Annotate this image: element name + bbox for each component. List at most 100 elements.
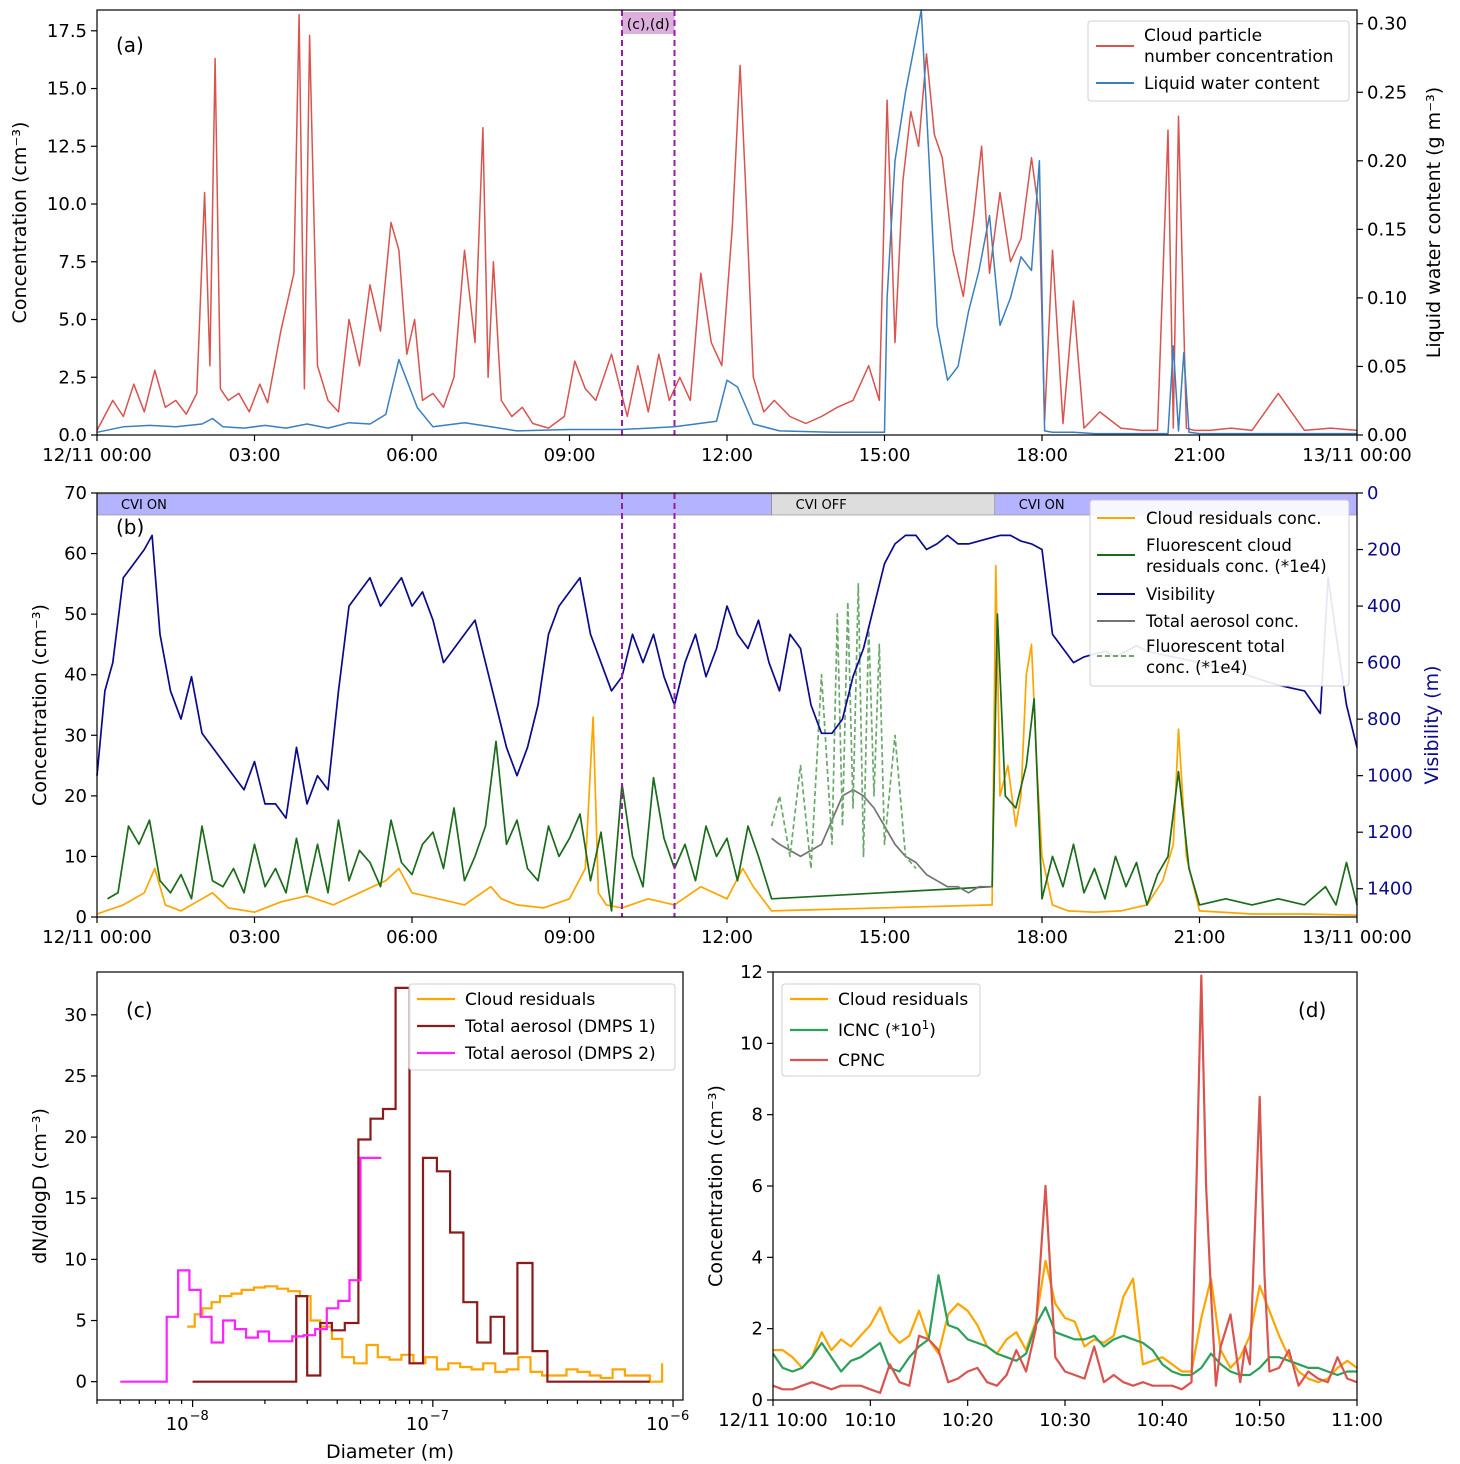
y2-axis-tick-label: 1200	[1367, 822, 1413, 843]
x-axis-tick-label: 15:00	[859, 445, 911, 466]
legend-label: Total aerosol conc.	[1145, 612, 1299, 631]
legend-label: Cloud residuals	[838, 990, 968, 1010]
y-axis-tick-label: 50	[64, 604, 87, 625]
legend-label: Liquid water content	[1144, 74, 1320, 94]
x-axis-tick-label: 06:00	[386, 445, 438, 466]
y2-axis-tick-label: 400	[1367, 596, 1401, 617]
y-axis-label: dN/dlogD (cm⁻³)	[29, 1108, 51, 1264]
y2-axis-tick-label: 0.10	[1367, 288, 1407, 309]
y-axis-tick-label: 60	[64, 544, 87, 565]
y2-axis-tick-label: 600	[1367, 653, 1401, 674]
legend-label: Cloud particle	[1144, 26, 1262, 46]
series-line	[772, 1274, 1357, 1377]
y-axis-tick-label: 0	[76, 907, 87, 928]
y-axis-tick-label: 15.0	[47, 79, 87, 100]
y-axis-tick-label: 0.0	[58, 425, 87, 446]
y-axis-label: Concentration (cm⁻³)	[29, 604, 51, 806]
y-axis-tick-label: 15	[64, 1188, 87, 1209]
legend-label: Cloud residuals conc.	[1146, 509, 1322, 528]
y-axis-tick-label: 20	[64, 1127, 87, 1148]
x-axis-tick-label: 11:00	[1331, 1410, 1383, 1431]
y-axis-tick-label: 17.5	[47, 21, 87, 42]
axes-frame	[96, 971, 684, 1401]
x-axis-tick-label: 12/11 00:00	[42, 445, 151, 466]
y2-axis-tick-label: 0.00	[1367, 425, 1407, 446]
y-axis-tick-label: 7.5	[58, 252, 87, 273]
legend-label: conc. (*1e4)	[1146, 658, 1247, 677]
y2-axis-tick-label: 800	[1367, 709, 1401, 730]
x-axis-tick-label: 12/11 00:00	[42, 927, 151, 948]
legend-label-superscript: 1	[922, 1018, 930, 1032]
panel-a: (c),(d) 0.0 2.5 5.0 7.5 10.0 12.5 15.0 17.5 0.00 0…	[9, 9, 1445, 466]
panel-label: (b)	[116, 515, 144, 539]
panel-label: (a)	[116, 33, 144, 57]
x-axis-tick-label: 06:00	[386, 927, 438, 948]
cvi-band-label: CVI ON	[1019, 498, 1065, 513]
y-axis-tick-label: 5	[76, 1311, 87, 1332]
panel-d: 0 2 4 6 8 10 12 12/11 10:00 10:10 10:20 10:30 10:40…	[705, 962, 1383, 1431]
x-axis-tick-label: 21:00	[1174, 445, 1226, 466]
x-axis-tick-exp: −7	[430, 1409, 449, 1424]
y2-axis-tick-label: 0.15	[1367, 219, 1407, 240]
y-axis-label: Concentration (cm⁻³)	[705, 1085, 727, 1287]
y-axis-tick-label: 30	[64, 725, 87, 746]
legend-label: Fluorescent cloud	[1146, 536, 1292, 555]
series-line	[772, 974, 1358, 1395]
x-axis-label: Diameter (m)	[326, 1441, 454, 1463]
y-axis-tick-label: 2.5	[58, 367, 87, 388]
y-axis-tick-label: 10	[64, 846, 87, 867]
y2-axis-tick-label: 0.25	[1367, 82, 1407, 103]
legend-label: Visibility	[1146, 585, 1215, 604]
y-axis-tick-label: 2	[752, 1319, 763, 1340]
series-line	[96, 564, 1358, 917]
x-axis-tick-label: 10:50	[1234, 1410, 1286, 1431]
x-axis-tick-exp: −6	[670, 1409, 689, 1424]
y-axis-label: Concentration (cm⁻³)	[9, 122, 31, 324]
y-axis-tick-label: 5.0	[58, 310, 87, 331]
highlight-band	[622, 12, 675, 34]
y-axis-tick-label: 20	[64, 786, 87, 807]
y-axis-tick-label: 0	[76, 1372, 87, 1393]
series-step-line	[187, 1285, 664, 1383]
legend-label: Total aerosol (DMPS 2)	[464, 1044, 656, 1064]
x-axis-tick-base: 10	[406, 1414, 429, 1435]
series-line	[770, 583, 917, 870]
y2-axis-label: Visibility (m)	[1421, 665, 1443, 784]
x-axis-tick-label: 18:00	[1016, 445, 1068, 466]
x-axis-tick-label: 10:30	[1039, 1410, 1091, 1431]
y2-axis-tick-label: 0.30	[1367, 14, 1407, 35]
y-axis-tick-label: 10	[740, 1033, 763, 1054]
legend-label: Total aerosol (DMPS 1)	[464, 1017, 656, 1037]
series-step-line	[192, 986, 650, 1383]
y-axis-tick-label: 12	[740, 962, 763, 983]
legend-label: Cloud residuals	[465, 990, 595, 1010]
y2-axis-tick-label: 200	[1367, 540, 1401, 561]
x-axis-tick-label: 13/11 00:00	[1302, 445, 1411, 466]
y-axis-tick-label: 10	[64, 1249, 87, 1270]
legend-label-part: )	[929, 1021, 936, 1041]
highlight-label: (c),(d)	[627, 17, 670, 33]
x-axis-tick-label: 12:00	[701, 927, 753, 948]
series-line	[771, 788, 993, 894]
x-axis-tick-label: 21:00	[1174, 927, 1226, 948]
x-axis-tick-label: 13/11 00:00	[1302, 927, 1411, 948]
legend-box	[781, 983, 981, 1077]
series-line	[96, 13, 1358, 432]
x-axis-tick-label: 18:00	[1016, 927, 1068, 948]
series-line	[107, 613, 1358, 912]
x-axis-tick-label: 15:00	[859, 927, 911, 948]
x-axis-tick-label: 03:00	[229, 445, 281, 466]
x-axis-tick-label: 10:20	[942, 1410, 994, 1431]
y2-axis-tick-label: 1000	[1367, 766, 1413, 787]
panel-b: CVI ON CVI OFF CVI ON 0 10 20 30 40 50 60 70 0 200 40…	[29, 483, 1443, 948]
panel-label: (c)	[126, 998, 153, 1022]
y-axis-tick-label: 10.0	[47, 194, 87, 215]
x-axis-tick-exp: −8	[190, 1409, 209, 1424]
y2-axis-tick-label: 0.20	[1367, 151, 1407, 172]
legend-label: ICNC (*101)	[838, 1018, 936, 1041]
legend-label: Fluorescent total	[1146, 637, 1285, 656]
cvi-band	[96, 493, 772, 516]
x-axis-tick-label: 12/11 10:00	[718, 1410, 827, 1431]
